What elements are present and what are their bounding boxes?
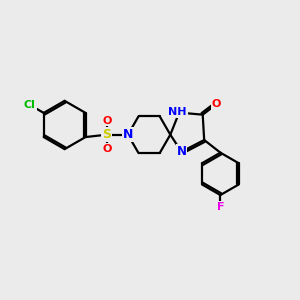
Text: NH: NH — [168, 107, 187, 117]
Text: O: O — [212, 99, 221, 109]
Text: N: N — [176, 145, 187, 158]
Text: S: S — [102, 128, 111, 141]
Text: O: O — [102, 144, 111, 154]
Text: F: F — [217, 202, 224, 212]
Text: Cl: Cl — [24, 100, 36, 110]
Text: N: N — [123, 128, 133, 141]
Text: O: O — [102, 116, 111, 126]
Text: N: N — [123, 128, 133, 141]
